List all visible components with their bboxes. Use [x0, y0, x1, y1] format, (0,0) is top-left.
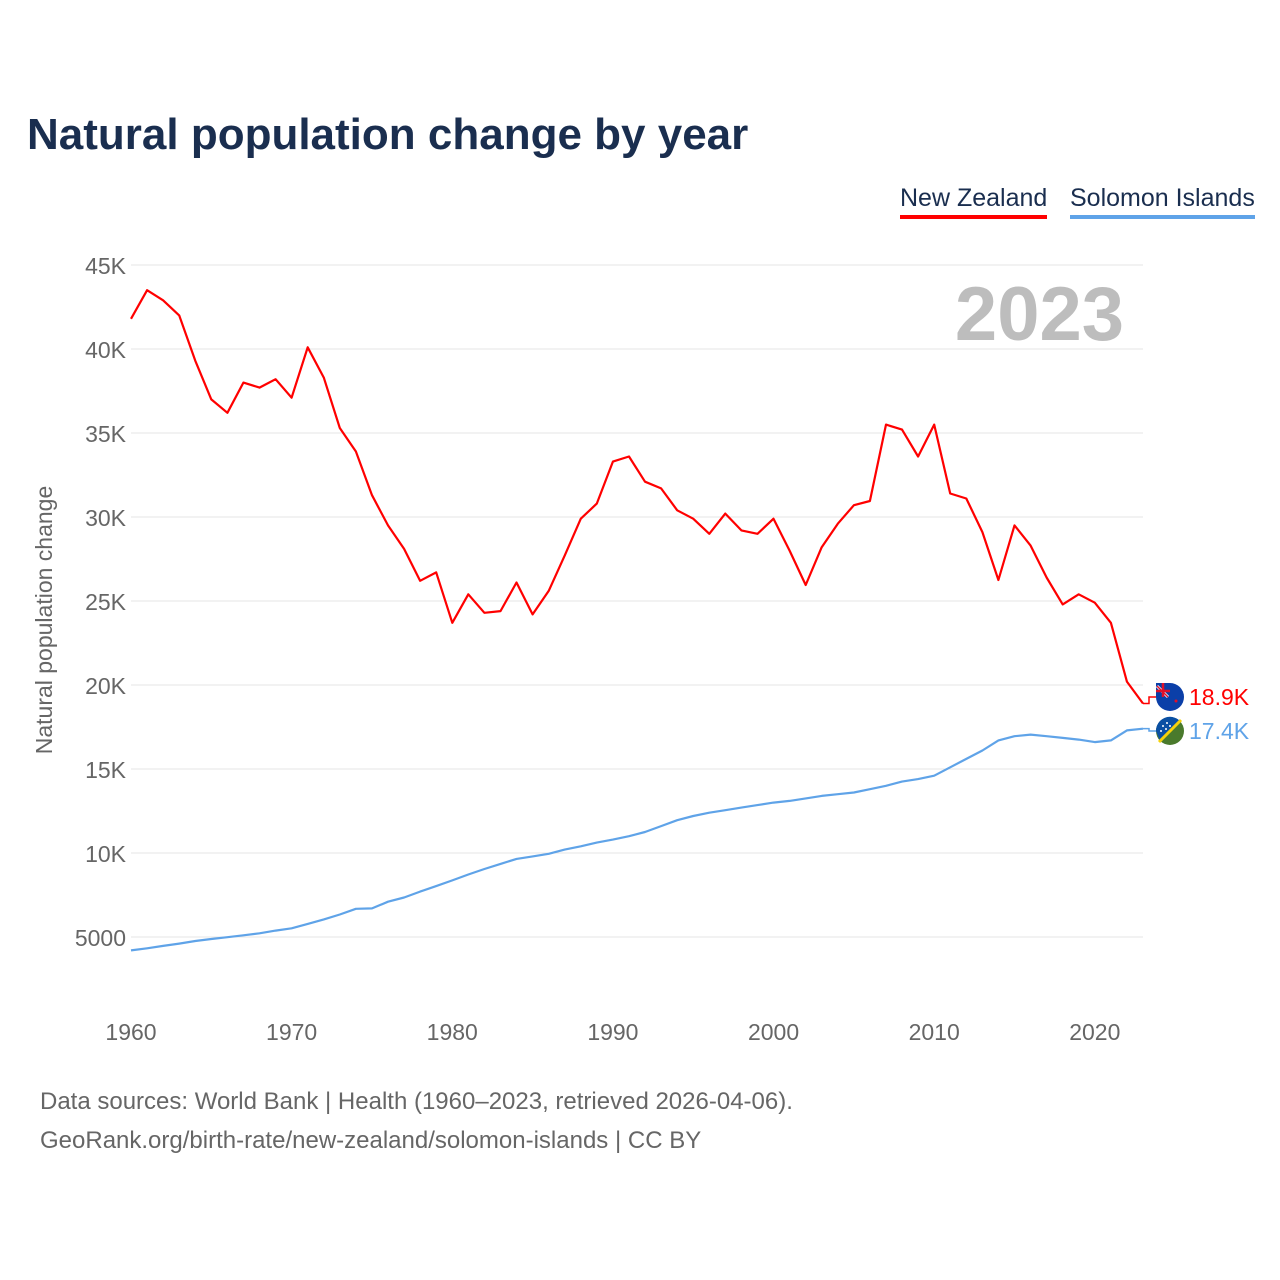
flag-star	[1165, 728, 1167, 730]
series-line-new-zealand	[130, 289, 1144, 705]
y-tick-label: 25K	[85, 589, 127, 615]
y-tick-label: 15K	[85, 757, 127, 783]
y-tick-label: 35K	[85, 421, 127, 447]
x-tick-label: 1970	[266, 1019, 317, 1045]
x-tick-label: 2010	[909, 1019, 960, 1045]
source-url-text[interactable]: GeoRank.org/birth-rate/new-zealand/solom…	[40, 1127, 702, 1154]
series-line-solomon-islands	[130, 727, 1144, 952]
y-tick-label: 10K	[85, 841, 127, 867]
flag-star	[1169, 725, 1171, 727]
x-tick-label: 2000	[748, 1019, 799, 1045]
y-tick-label: 5000	[75, 925, 126, 951]
flag-star	[1174, 699, 1178, 703]
end-connector	[1143, 696, 1156, 705]
chart-title: Natural population change by year	[27, 110, 749, 159]
x-tick-label: 1990	[587, 1019, 638, 1045]
y-axis-label: Natural population change	[31, 486, 57, 755]
x-tick-label: 1960	[105, 1019, 156, 1045]
y-tick-label: 20K	[85, 673, 127, 699]
legend-solomon-islands[interactable]: Solomon Islands	[1070, 184, 1255, 219]
flag-star	[1162, 725, 1164, 727]
flag-blue-field	[1155, 716, 1180, 741]
year-label: 2023	[955, 272, 1124, 357]
legend-new-zealand[interactable]: New Zealand	[900, 184, 1048, 219]
y-tick-label: 40K	[85, 337, 127, 363]
data-sources-text: Data sources: World Bank | Health (1960–…	[40, 1088, 793, 1115]
y-tick-label: 45K	[85, 253, 127, 279]
flag-star	[1166, 722, 1168, 724]
flag-star	[1160, 730, 1162, 732]
y-tick-label: 30K	[85, 505, 127, 531]
end-value-label: 17.4K	[1189, 718, 1250, 744]
flag-diagonal	[1157, 718, 1183, 744]
end-value-label: 18.9K	[1189, 684, 1250, 710]
end-connector	[1143, 727, 1156, 732]
x-tick-label: 2020	[1069, 1019, 1120, 1045]
x-tick-label: 1980	[427, 1019, 478, 1045]
